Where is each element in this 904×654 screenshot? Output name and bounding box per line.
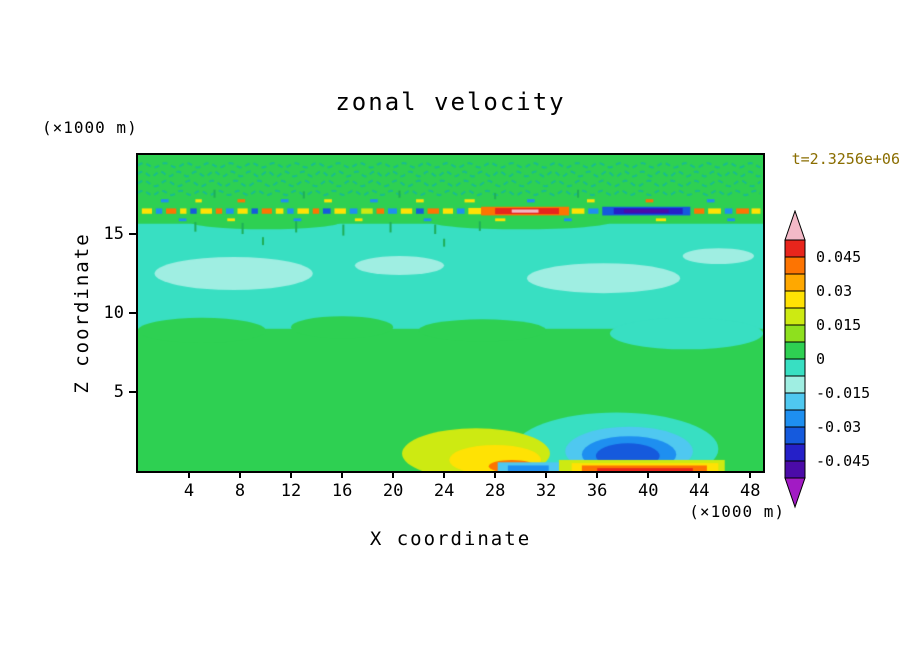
colorbar-cell [784,239,806,258]
contour-field [138,155,763,471]
colorbar-cell [784,273,806,292]
x-tick-label: 24 [433,481,455,501]
colorbar-label: 0.015 [816,316,862,334]
colorbar-cell [784,426,806,445]
x-axis-unit-label: (×1000 m) [689,502,785,521]
x-tick-mark [392,471,395,478]
y-tick-mark [129,233,137,235]
colorbar-label: 0.045 [816,248,862,266]
colorbar-svg [784,209,806,509]
x-tick-label: 40 [637,481,659,501]
colorbar-cell [784,256,806,275]
y-axis-unit-label: (×1000 m) [42,118,138,137]
x-tick-label: 12 [280,481,302,501]
colorbar-label: -0.045 [816,452,871,470]
x-tick-label: 20 [382,481,404,501]
colorbar-cell [784,392,806,411]
x-tick-mark [494,471,497,478]
x-tick-mark [290,471,293,478]
y-tick-label: 5 [113,382,124,402]
y-tick-label: 10 [103,303,124,323]
colorbar-cell [784,324,806,343]
x-tick-label: 44 [688,481,710,501]
colorbar-top-arrow [784,209,806,241]
x-tick-label: 48 [739,481,761,501]
x-tick-mark [596,471,599,478]
x-tick-label: 36 [586,481,608,501]
x-tick-mark [545,471,548,478]
x-tick-mark [188,471,191,478]
x-tick-mark [698,471,701,478]
x-tick-mark [443,471,446,478]
colorbar-bottom-arrow [784,477,806,509]
x-tick-mark [749,471,752,478]
colorbar-cell [784,358,806,377]
time-annotation: t=2.3256e+06 [791,150,900,168]
x-tick-label: 8 [234,481,246,501]
colorbar-cell [784,341,806,360]
colorbar-label: 0 [816,350,826,368]
colorbar-label: -0.015 [816,384,871,402]
colorbar: 0.045 0.03 0.015 0 -0.015 -0.03 -0.045 [784,209,904,520]
plot-title: zonal velocity [335,88,566,116]
x-tick-label: 16 [331,481,353,501]
x-tick-mark [239,471,242,478]
y-tick-mark [129,312,137,314]
y-tick-label: 15 [103,224,124,244]
colorbar-cell [784,290,806,309]
colorbar-cell [784,409,806,428]
colorbar-label: 0.03 [816,282,853,300]
x-tick-label: 28 [484,481,506,501]
colorbar-cell [784,443,806,462]
colorbar-cell [784,307,806,326]
x-tick-label: 4 [183,481,195,501]
y-tick-mark [129,391,137,393]
colorbar-label: -0.03 [816,418,862,436]
colorbar-cell [784,460,806,479]
x-tick-mark [647,471,650,478]
colorbar-cell [784,375,806,394]
x-axis-title: X coordinate [369,528,532,550]
x-tick-mark [341,471,344,478]
x-tick-label: 32 [535,481,557,501]
